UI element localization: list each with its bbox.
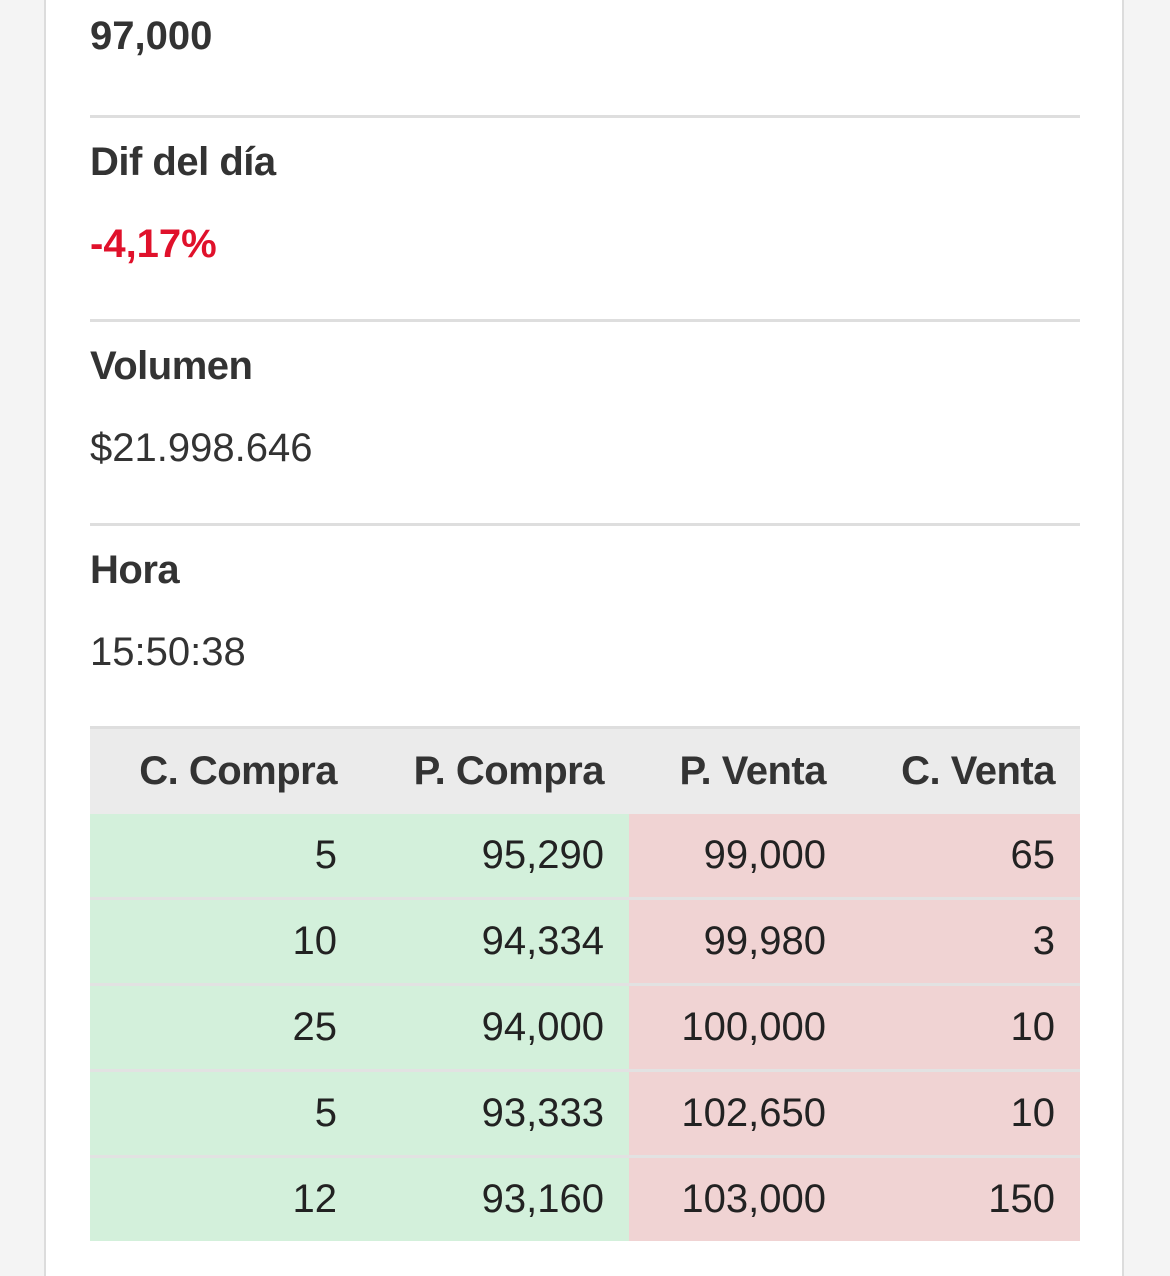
table-row: 5 95,290 99,000 65 [90,814,1080,900]
divider [90,115,1080,118]
divider [90,319,1080,322]
hora-label: Hora [90,548,180,592]
ask-price-cell: 99,980 [629,898,851,986]
volumen-value: $21.998.646 [90,426,313,470]
bid-price-cell: 95,290 [362,814,629,900]
price-value: 97,000 [90,14,213,58]
ask-price-cell: 103,000 [629,1156,851,1241]
bid-quantity-cell: 10 [90,898,362,986]
table-row: 10 94,334 99,980 3 [90,898,1080,986]
order-book-table: C. Compra P. Compra P. Venta C. Venta 5 … [90,726,1080,1241]
ask-price-cell: 100,000 [629,984,851,1072]
header-cantidad-venta[interactable]: C. Venta [901,749,1055,793]
bid-price-cell: 94,334 [362,898,629,986]
ask-quantity-cell: 10 [851,1070,1080,1158]
bid-price-cell: 94,000 [362,984,629,1072]
ask-quantity-cell: 10 [851,984,1080,1072]
volumen-label: Volumen [90,344,253,388]
bid-price-cell: 93,160 [362,1156,629,1241]
ask-quantity-cell: 150 [851,1156,1080,1241]
ask-quantity-cell: 65 [851,814,1080,900]
header-precio-compra[interactable]: P. Compra [413,749,605,793]
bid-quantity-cell: 25 [90,984,362,1072]
header-cantidad-compra[interactable]: C. Compra [139,749,337,793]
dif-value: -4,17% [90,222,217,266]
header-precio-venta[interactable]: P. Venta [679,749,827,793]
bid-quantity-cell: 12 [90,1156,362,1241]
ask-price-cell: 99,000 [629,814,851,900]
dif-label: Dif del día [90,140,276,184]
bid-quantity-cell: 5 [90,1070,362,1158]
table-row: 5 93,333 102,650 10 [90,1070,1080,1158]
order-book-header-row: C. Compra P. Compra P. Venta C. Venta [90,727,1080,814]
table-row: 25 94,000 100,000 10 [90,984,1080,1072]
ask-price-cell: 102,650 [629,1070,851,1158]
bid-quantity-cell: 5 [90,814,362,900]
quote-card: 97,000 Dif del día -4,17% Volumen $21.99… [44,0,1124,1276]
divider [90,523,1080,526]
hora-value: 15:50:38 [90,630,246,674]
ask-quantity-cell: 3 [851,898,1080,986]
bid-price-cell: 93,333 [362,1070,629,1158]
table-row: 12 93,160 103,000 150 [90,1156,1080,1241]
